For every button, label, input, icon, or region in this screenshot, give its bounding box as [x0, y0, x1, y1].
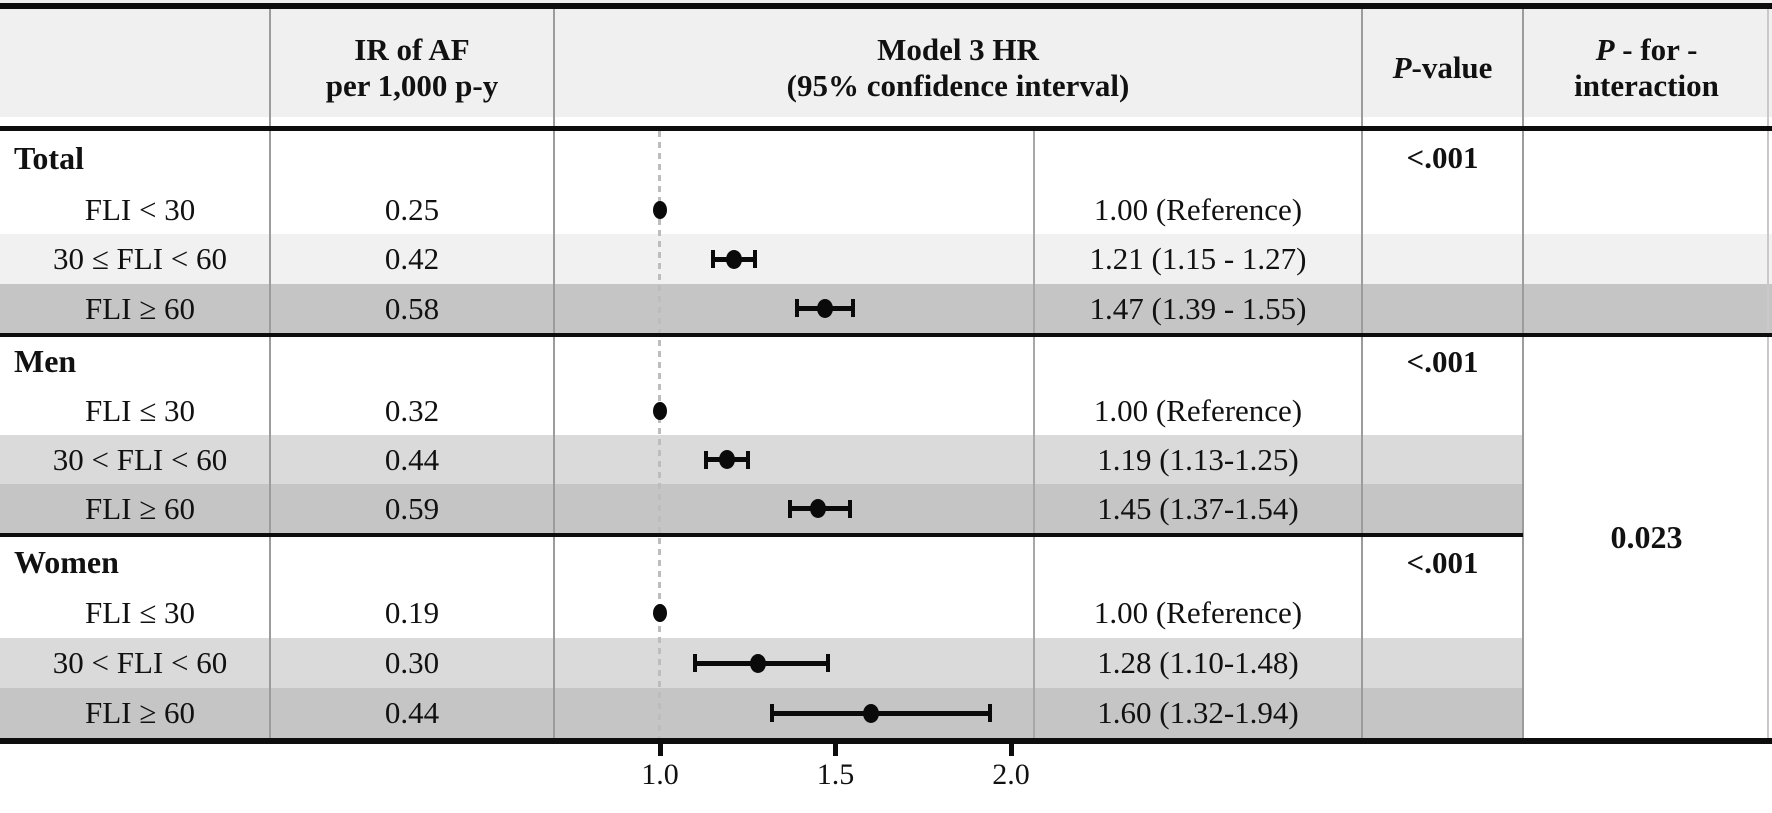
row-hr-text: 1.21 (1.15 - 1.27) — [1089, 241, 1307, 277]
divider-hrtext-pvalue — [1361, 9, 1363, 738]
column-header-ir-line2: per 1,000 p-y — [325, 67, 499, 103]
ci-cap-high — [752, 250, 757, 268]
axis-baseline-rule — [0, 738, 1772, 744]
ci-cap-low — [710, 250, 715, 268]
hr-point-estimate — [725, 249, 742, 269]
x-axis-tick — [833, 744, 838, 756]
x-axis-tick-label: 1.0 — [641, 757, 679, 791]
x-axis-tick-label: 2.0 — [992, 757, 1030, 791]
p-interaction-line2: interaction — [1574, 67, 1719, 103]
row-label: FLI < 30 — [84, 191, 196, 227]
row-ir-value: 0.59 — [384, 490, 440, 526]
section-p-value: <.001 — [1406, 544, 1479, 580]
ci-cap-low — [703, 450, 708, 469]
row-hr-text: 1.45 (1.37-1.54) — [1097, 490, 1299, 526]
row-ir-value: 0.25 — [384, 191, 440, 227]
row-hr-text: 1.47 (1.39 - 1.55) — [1089, 290, 1307, 326]
reference-line-hr-1 — [658, 131, 661, 738]
row-hr-text: 1.00 (Reference) — [1093, 392, 1303, 428]
row-label: FLI ≤ 30 — [84, 595, 195, 631]
row-stripe — [0, 435, 1523, 484]
hr-point-estimate — [816, 298, 833, 318]
section-p-value: <.001 — [1406, 343, 1479, 379]
p-interaction-rest: - for - — [1614, 31, 1698, 67]
table-top-rule — [0, 3, 1772, 9]
row-stripe — [0, 688, 1523, 738]
ci-cap-high — [851, 299, 856, 318]
row-ir-value: 0.44 — [384, 441, 440, 477]
p-interaction-line1: P - for - — [1596, 32, 1698, 68]
section-rule-total-men — [0, 333, 1772, 337]
column-header-model3-hr-line2: (95% confidence interval) — [786, 67, 1130, 103]
column-header-ir-line1: IR of AF — [354, 31, 470, 67]
ci-cap-high — [847, 499, 852, 518]
ci-cap-high — [987, 704, 992, 722]
row-label: 30 ≤ FLI < 60 — [53, 241, 227, 277]
hr-reference-dot — [653, 200, 667, 219]
row-ir-value: 0.42 — [384, 241, 440, 277]
ci-cap-high — [745, 450, 750, 469]
column-header-p-value: P -value — [1362, 9, 1523, 126]
p-interaction-italic-p: P — [1595, 31, 1615, 67]
ci-cap-low — [770, 704, 775, 722]
row-stripe — [0, 234, 1772, 284]
hr-reference-dot — [653, 604, 667, 622]
hr-point-estimate — [750, 653, 767, 673]
column-header-p-interaction: P - for - interaction — [1523, 9, 1770, 126]
hr-point-estimate — [809, 499, 826, 518]
row-hr-text: 1.00 (Reference) — [1093, 191, 1303, 227]
header-bottom-rule — [0, 126, 1772, 131]
group-label: Total — [14, 139, 84, 176]
hr-point-estimate — [862, 703, 879, 723]
p-interaction-value: 0.023 — [1610, 519, 1683, 556]
row-hr-text: 1.19 (1.13-1.25) — [1097, 441, 1299, 477]
row-label: FLI ≥ 60 — [84, 490, 195, 526]
ci-whisker — [772, 710, 990, 716]
table-right-edge — [1767, 9, 1769, 738]
row-stripe — [0, 484, 1523, 533]
column-header-model3-hr: Model 3 HR (95% confidence interval) — [554, 9, 1362, 126]
row-hr-text: 1.00 (Reference) — [1093, 595, 1303, 631]
p-interaction-value-cell: 0.023 — [1523, 337, 1770, 738]
p-value-italic-p: P — [1392, 49, 1412, 85]
hr-point-estimate — [718, 450, 735, 469]
row-label: FLI ≥ 60 — [84, 290, 195, 326]
row-ir-value: 0.19 — [384, 595, 440, 631]
row-hr-text: 1.28 (1.10-1.48) — [1097, 645, 1299, 681]
row-label: FLI ≥ 60 — [84, 695, 195, 731]
ci-cap-low — [794, 299, 799, 318]
x-axis-tick — [1008, 744, 1014, 756]
column-header-model3-hr-line1: Model 3 HR — [877, 31, 1039, 67]
row-label: 30 < FLI < 60 — [52, 441, 228, 477]
hr-reference-dot — [653, 401, 667, 420]
row-hr-text: 1.60 (1.32-1.94) — [1097, 695, 1299, 731]
row-ir-value: 0.58 — [384, 290, 440, 326]
x-axis-tick-label: 1.5 — [816, 757, 855, 791]
ci-cap-low — [787, 499, 792, 518]
row-ir-value: 0.30 — [384, 645, 440, 681]
group-label: Women — [14, 544, 119, 581]
ci-cap-low — [693, 654, 698, 672]
row-stripe — [0, 283, 1772, 333]
row-label: FLI ≤ 30 — [84, 392, 195, 428]
row-label: 30 < FLI < 60 — [52, 645, 228, 681]
column-header-ir: IR of AF per 1,000 p-y — [270, 9, 554, 126]
divider-pvalue-pinteraction — [1522, 9, 1524, 738]
row-ir-value: 0.44 — [384, 695, 440, 731]
p-value-rest: -value — [1411, 49, 1493, 85]
x-axis-tick — [657, 744, 663, 756]
ci-cap-high — [826, 654, 831, 672]
section-p-value: <.001 — [1406, 140, 1479, 176]
group-label: Men — [14, 343, 77, 380]
section-rule-men-women — [0, 533, 1523, 537]
row-ir-value: 0.32 — [384, 392, 440, 428]
header-band — [0, 0, 1772, 117]
divider-plot-hrtext — [1033, 131, 1035, 738]
divider-label-ir — [269, 9, 271, 738]
divider-ir-plot — [553, 9, 555, 738]
